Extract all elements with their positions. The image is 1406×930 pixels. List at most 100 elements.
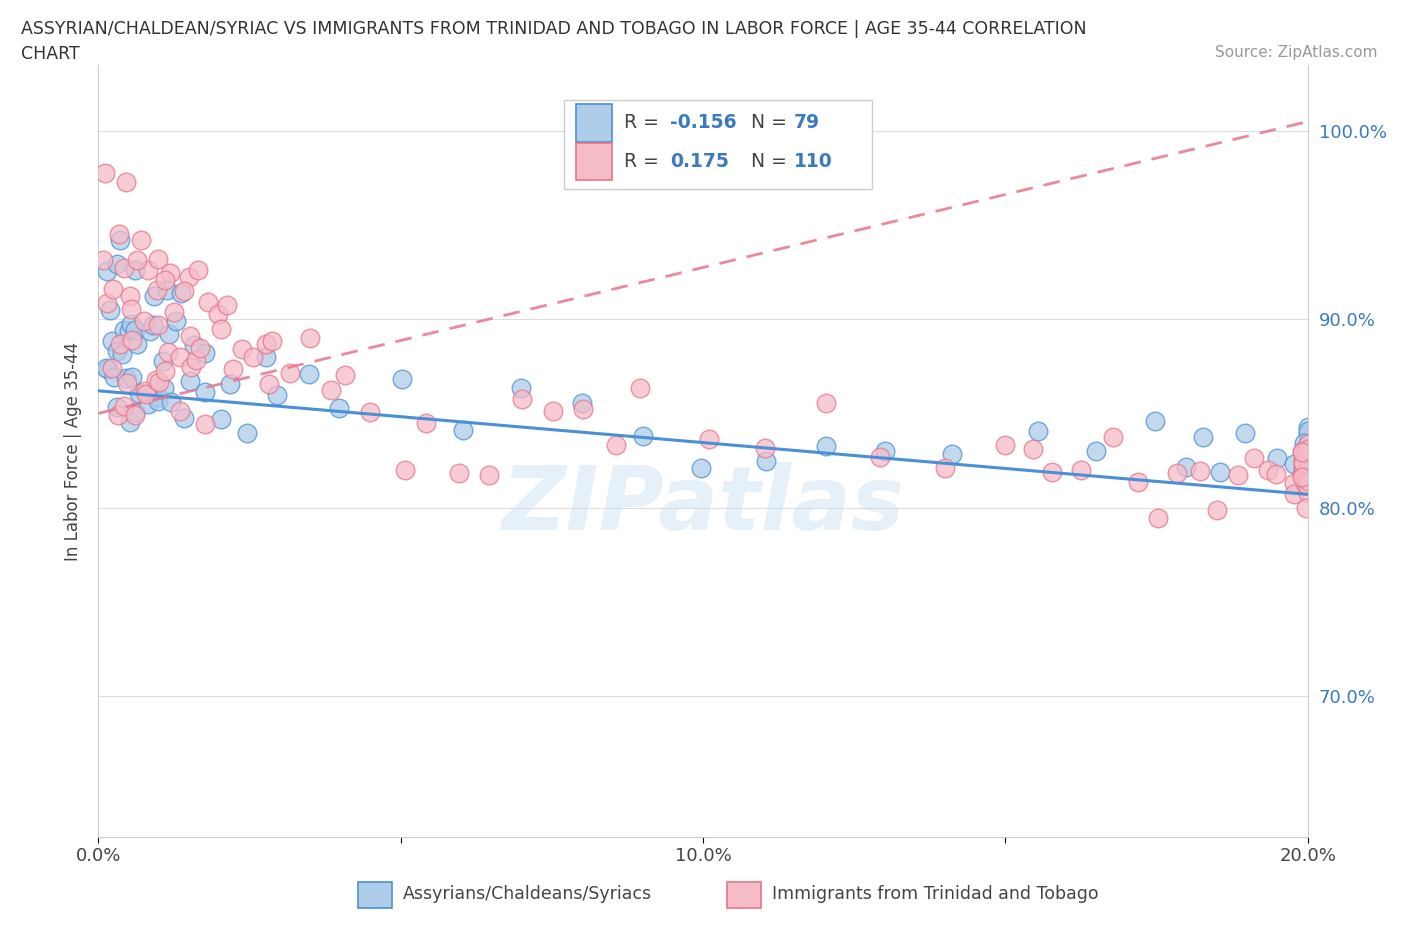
Point [254, 337, 277, 352]
FancyBboxPatch shape [576, 143, 613, 180]
Point [112, 260, 135, 275]
Point [1257, 462, 1279, 477]
Point [183, 338, 205, 352]
Point [129, 232, 152, 247]
Point [1296, 436, 1319, 451]
Point [165, 313, 187, 328]
Point [157, 326, 180, 341]
Point [1146, 511, 1168, 525]
Point [1026, 423, 1049, 438]
Point [115, 175, 138, 190]
Point [209, 411, 232, 426]
Point [96, 296, 118, 311]
Point [94, 361, 117, 376]
Point [1292, 456, 1315, 471]
Point [152, 354, 174, 369]
Point [254, 350, 277, 365]
Point [873, 444, 896, 458]
Point [1295, 465, 1317, 480]
Point [451, 422, 474, 437]
Point [148, 375, 170, 390]
Point [1296, 423, 1319, 438]
Point [1265, 451, 1288, 466]
Point [1291, 455, 1313, 470]
Point [571, 396, 593, 411]
Point [155, 364, 177, 379]
Point [156, 283, 179, 298]
Point [235, 426, 257, 441]
Point [108, 226, 131, 241]
Point [136, 262, 159, 277]
Point [1296, 454, 1319, 469]
Y-axis label: In Labor Force | Age 35-44: In Labor Force | Age 35-44 [65, 341, 83, 561]
Point [108, 337, 131, 352]
Point [1294, 435, 1316, 450]
Point [179, 328, 201, 343]
Point [690, 460, 713, 475]
Point [1294, 467, 1316, 482]
Point [1084, 444, 1107, 458]
Point [121, 369, 143, 384]
Point [1296, 473, 1319, 488]
Point [628, 380, 651, 395]
Point [605, 437, 627, 452]
Point [118, 324, 141, 339]
Point [391, 372, 413, 387]
Point [571, 402, 593, 417]
Point [1227, 467, 1250, 482]
Point [1126, 474, 1149, 489]
Text: R =: R = [624, 113, 665, 132]
Point [159, 266, 181, 281]
Point [93, 252, 115, 267]
Point [231, 341, 253, 356]
Point [1295, 449, 1317, 464]
Point [1265, 466, 1288, 481]
Point [299, 331, 322, 346]
Point [118, 288, 141, 303]
Point [134, 384, 156, 399]
Point [941, 447, 963, 462]
Point [1175, 459, 1198, 474]
Text: Immigrants from Trinidad and Tobago: Immigrants from Trinidad and Tobago [772, 885, 1098, 903]
Point [105, 400, 128, 415]
Point [146, 390, 169, 405]
Point [755, 453, 778, 468]
Text: 79: 79 [793, 113, 820, 132]
Point [699, 432, 721, 446]
Point [219, 377, 242, 392]
Point [1022, 442, 1045, 457]
Point [1101, 430, 1123, 445]
Point [142, 318, 165, 333]
Point [146, 393, 169, 408]
Point [108, 232, 131, 247]
Point [1296, 419, 1319, 434]
Point [179, 270, 201, 285]
Point [136, 397, 159, 412]
Point [194, 345, 217, 360]
Point [1070, 462, 1092, 477]
Point [754, 441, 776, 456]
Point [96, 263, 118, 278]
Point [169, 349, 191, 364]
Point [173, 284, 195, 299]
Point [94, 166, 117, 180]
Text: ASSYRIAN/CHALDEAN/SYRIAC VS IMMIGRANTS FROM TRINIDAD AND TOBAGO IN LABOR FORCE |: ASSYRIAN/CHALDEAN/SYRIAC VS IMMIGRANTS F… [21, 20, 1087, 38]
Point [1291, 445, 1313, 459]
Point [180, 360, 202, 375]
Text: N =: N = [751, 113, 793, 132]
Point [1233, 426, 1256, 441]
Point [633, 428, 655, 443]
Text: Assyrians/Chaldeans/Syriacs: Assyrians/Chaldeans/Syriacs [404, 885, 652, 903]
Point [146, 283, 169, 298]
Point [510, 392, 533, 406]
Text: 110: 110 [793, 153, 832, 171]
Point [111, 346, 134, 361]
Point [103, 282, 125, 297]
Point [1296, 437, 1319, 452]
Point [359, 405, 381, 419]
Point [100, 360, 122, 375]
Text: CHART: CHART [21, 45, 80, 62]
Point [101, 334, 124, 349]
Point [120, 301, 142, 316]
Point [1284, 486, 1306, 501]
